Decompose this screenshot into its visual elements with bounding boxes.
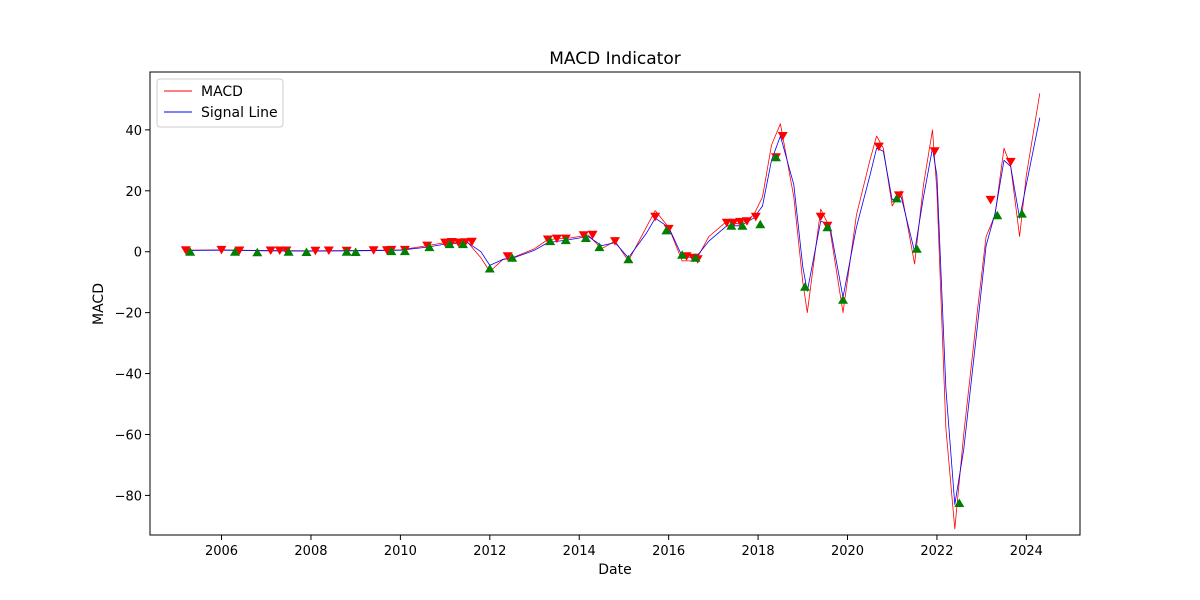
sell-signal-marker: [323, 246, 334, 255]
x-tick-label: 2020: [831, 544, 864, 559]
x-tick-label: 2006: [205, 544, 238, 559]
buy-signal-marker: [677, 250, 688, 259]
sell-signal-marker: [750, 212, 761, 222]
buy-signal-marker: [1016, 209, 1027, 218]
legend-signal-label: Signal Line: [201, 105, 278, 121]
buy-signal-marker: [992, 210, 1003, 220]
buy-signal-marker: [822, 222, 833, 232]
y-tick-label: 0: [134, 246, 142, 261]
axes-frame: [149, 71, 1081, 536]
buy-signal-marker: [690, 253, 701, 262]
sell-signal-marker: [1005, 157, 1016, 167]
buy-signal-marker: [911, 244, 922, 253]
x-tick-label: 2014: [563, 544, 596, 559]
y-tick-label: −60: [115, 428, 142, 443]
sell-signal-marker: [815, 212, 826, 222]
buy-signal-marker: [424, 242, 435, 252]
x-tick-label: 2016: [652, 544, 685, 559]
buy-signal-marker: [838, 295, 848, 304]
sell-signal-marker: [265, 246, 276, 255]
buy-signal-marker: [386, 246, 397, 256]
buy-signal-marker: [458, 239, 468, 249]
sell-signal-marker: [310, 246, 321, 256]
buy-signal-marker: [230, 247, 240, 256]
buy-signal-marker: [560, 235, 571, 245]
x-tick-label: 2022: [920, 544, 953, 559]
buy-signal-marker: [737, 221, 748, 230]
buy-signal-marker: [283, 247, 294, 256]
sell-signal-marker: [893, 191, 904, 200]
buy-signal-marker: [341, 247, 352, 256]
sell-signal-marker: [234, 246, 245, 255]
buy-signal-marker: [301, 247, 312, 256]
x-axis: 2006 2008 2010 2012 2014 2016 2018 2020 2022 2024: [205, 535, 1043, 559]
sell-signal-marker: [777, 132, 788, 141]
sell-signal-marker: [610, 237, 620, 246]
y-tick-label: −80: [115, 489, 142, 504]
sell-signal-marker: [721, 218, 732, 228]
sell-signal-marker: [453, 238, 464, 248]
sell-signal-marker: [274, 246, 285, 255]
y-tick-label: −40: [115, 368, 142, 383]
buy-signal-marker: [771, 152, 781, 162]
y-tick-label: −20: [115, 307, 142, 322]
buy-signal-marker: [800, 282, 810, 291]
sell-signal-marker: [466, 237, 477, 247]
buy-signal-marker: [594, 242, 605, 252]
sell-signal-marker: [551, 234, 562, 244]
sell-signal-marker: [985, 195, 996, 205]
sell-signal-marker: [368, 246, 379, 255]
x-axis-label: Date: [598, 562, 631, 578]
sell-signal-marker: [216, 245, 227, 255]
plot-area: [180, 93, 1041, 530]
sell-signal-marker: [440, 238, 451, 248]
buy-signal-marker: [399, 246, 410, 256]
sell-signal-marker: [873, 142, 884, 152]
signal-line: [185, 117, 1041, 505]
buy-signal-marker: [507, 253, 518, 262]
buy-signal-marker: [623, 254, 634, 264]
sell-signal-marker: [650, 212, 661, 222]
y-axis: −80 −60 −40 −20 0 20 40: [115, 124, 150, 504]
buy-signal-marker: [484, 264, 495, 273]
buy-signal-marker: [954, 498, 965, 507]
buy-signal-marker: [726, 221, 737, 230]
buy-signal-marker: [580, 233, 591, 242]
y-tick-label: 40: [125, 124, 142, 139]
legend: MACD Signal Line: [156, 78, 284, 128]
y-tick-label: 20: [125, 185, 142, 200]
buy-signal-marker: [444, 239, 455, 249]
buy-signal-marker: [252, 247, 263, 257]
x-tick-label: 2024: [1010, 544, 1043, 559]
sell-signal-marker: [735, 217, 746, 227]
x-tick-label: 2012: [473, 544, 506, 559]
x-tick-label: 2018: [742, 544, 775, 559]
sell-signal-marker: [728, 218, 739, 228]
sell-signal-marker: [587, 230, 598, 240]
sell-signal-marker: [578, 231, 589, 240]
x-tick-label: 2008: [294, 544, 327, 559]
buy-signal-marker: [350, 247, 361, 256]
chart-title: MACD Indicator: [549, 49, 680, 69]
buy-signal-marker: [661, 225, 672, 235]
sell-signal-marker: [741, 217, 752, 226]
sell-signal-marker: [929, 147, 940, 156]
buy-signal-marker: [755, 219, 766, 229]
buy-signal-marker: [185, 247, 196, 256]
sell-signal-marker: [502, 252, 513, 261]
buy-signal-marker: [545, 236, 556, 246]
macd-line: [185, 93, 1041, 530]
buy-signal-marker: [891, 193, 902, 203]
y-axis-label: MACD: [91, 283, 107, 325]
sell-signal-marker: [180, 246, 191, 255]
legend-macd-label: MACD: [201, 84, 243, 100]
x-tick-label: 2010: [384, 544, 417, 559]
